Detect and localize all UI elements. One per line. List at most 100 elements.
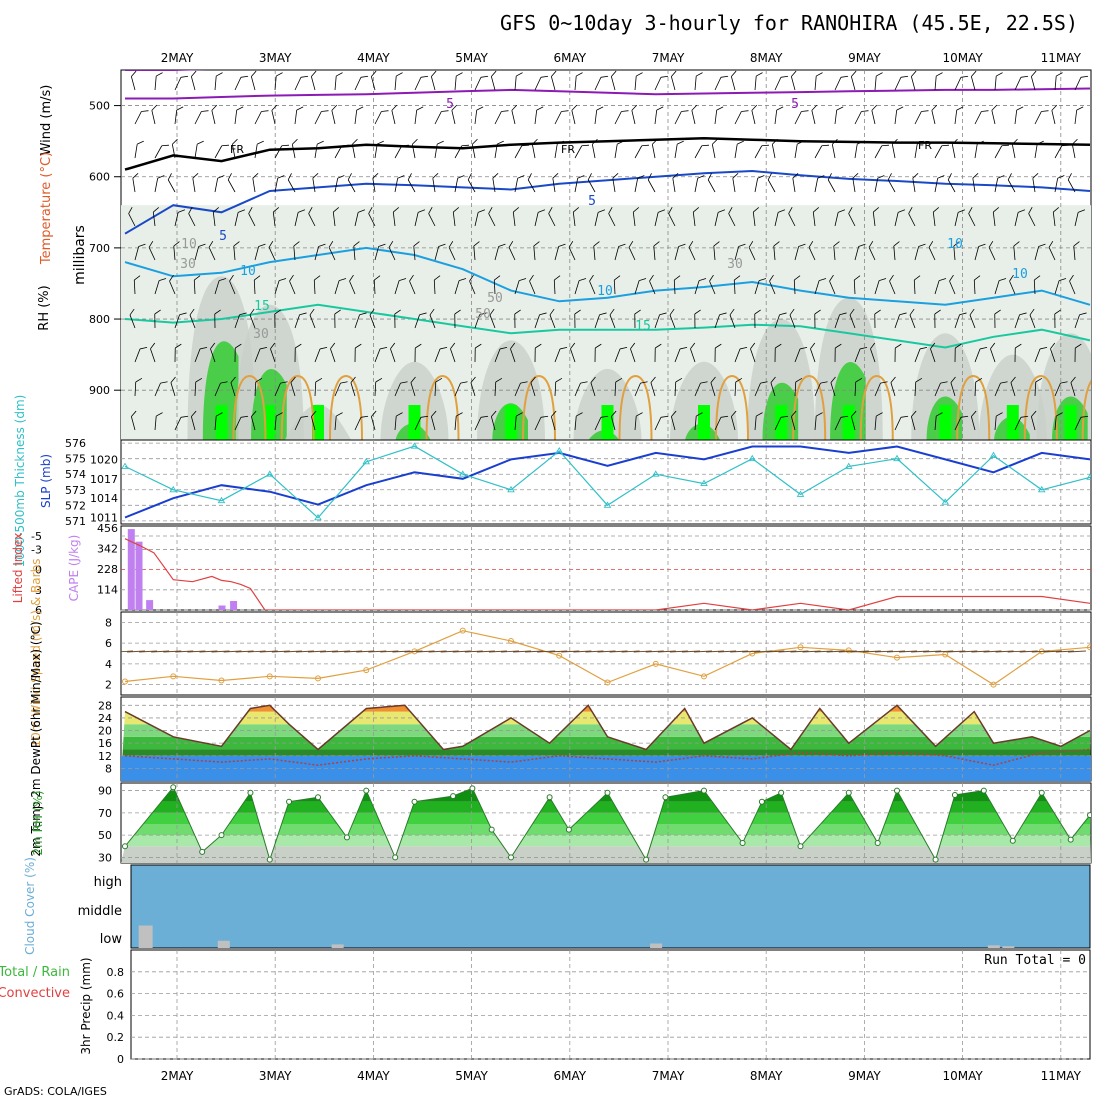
wind-barb-flag bbox=[188, 207, 193, 214]
wind-barb-flag bbox=[533, 241, 540, 247]
wind-barb-shaft bbox=[954, 314, 960, 329]
wind-barb bbox=[992, 207, 1000, 227]
wind-barb-flag bbox=[300, 75, 309, 78]
wind-barb-flag bbox=[617, 140, 624, 145]
wind-barb-flag bbox=[1078, 209, 1086, 213]
wind-barb bbox=[694, 72, 703, 91]
wind-barb-shaft bbox=[771, 144, 776, 159]
wind-barb-flag bbox=[340, 381, 348, 384]
wind-barb-shaft bbox=[1050, 348, 1056, 363]
wind-barb-shaft bbox=[1014, 77, 1022, 91]
wind-barb-flag bbox=[876, 412, 883, 417]
wind-barb bbox=[473, 241, 480, 261]
wind-barb-flag bbox=[990, 342, 996, 350]
thickness-marker bbox=[265, 470, 274, 477]
contour-label: 15 bbox=[635, 319, 651, 334]
wind-barb-shaft bbox=[672, 178, 676, 193]
wind-barb-shaft bbox=[394, 178, 399, 193]
wind-barb-shaft bbox=[370, 76, 376, 91]
li-tick-label: 0 bbox=[35, 564, 42, 577]
wind-barb bbox=[489, 308, 496, 329]
rh-marker bbox=[758, 798, 765, 805]
wind-barb bbox=[553, 275, 561, 295]
wind-barb-shaft bbox=[274, 145, 283, 159]
low-cloud-bar bbox=[650, 943, 663, 948]
wind-barb-flag bbox=[748, 240, 754, 248]
wind-barb-shaft bbox=[974, 144, 978, 159]
wind-barb-shaft bbox=[334, 76, 337, 91]
wind-barb-flag bbox=[1039, 346, 1048, 350]
surface-wind-barb bbox=[151, 650, 170, 653]
wind-barb bbox=[871, 104, 878, 125]
wind-tick-label: 2 bbox=[105, 679, 112, 692]
rh-moist-zone bbox=[202, 341, 239, 440]
wind-barb bbox=[527, 173, 536, 193]
wind-barb-flag bbox=[835, 343, 842, 349]
wind-barb-shaft bbox=[748, 247, 756, 261]
wind-barb bbox=[254, 346, 268, 363]
wind-barb-shaft bbox=[714, 314, 720, 329]
wind-barb bbox=[750, 342, 756, 363]
wind-barb-shaft bbox=[751, 110, 756, 125]
rh-saturated-zone bbox=[601, 405, 614, 440]
wind-barb-shaft bbox=[614, 111, 622, 125]
wind-barb bbox=[990, 342, 996, 363]
temp-tick-label: 28 bbox=[98, 699, 112, 712]
wind-barb bbox=[754, 309, 761, 329]
wind-barb bbox=[150, 342, 156, 363]
wind-barb-flag bbox=[336, 72, 343, 77]
wind-barb-shaft bbox=[474, 417, 482, 431]
wind-barb-flag bbox=[134, 275, 141, 281]
wind-barb-shaft bbox=[488, 213, 496, 227]
wind-barb-flag bbox=[852, 172, 859, 179]
wind-barb-shaft bbox=[774, 77, 782, 91]
wind-barb-flag bbox=[309, 308, 315, 316]
wind-barb bbox=[572, 207, 580, 227]
wind-barb-flag bbox=[391, 104, 398, 111]
wind-barb bbox=[614, 110, 629, 125]
wind-barb bbox=[394, 412, 403, 431]
wind-barb bbox=[1054, 381, 1068, 397]
li-tick-label: -3 bbox=[31, 543, 42, 556]
wind-barb-shaft bbox=[790, 416, 796, 431]
rh-marker bbox=[778, 789, 785, 796]
wind-barb-shaft bbox=[654, 77, 662, 91]
wind-barb bbox=[372, 172, 379, 193]
wind-barb-shaft bbox=[347, 179, 356, 193]
wind-barb-shaft bbox=[574, 382, 581, 397]
wind-barb bbox=[189, 308, 196, 329]
wind-barb-flag bbox=[912, 172, 919, 179]
wind-barb bbox=[954, 312, 967, 329]
wind-barb-flag bbox=[407, 173, 412, 180]
wind-speed-marker bbox=[990, 681, 997, 688]
wind-barb bbox=[793, 275, 801, 295]
wind-barb-shaft bbox=[854, 144, 858, 159]
wind-barb-flag bbox=[412, 138, 418, 145]
rh-saturated-zone bbox=[698, 405, 710, 440]
wind-barb bbox=[334, 278, 347, 295]
wind-barb-shaft bbox=[154, 280, 160, 295]
wind-barb-flag bbox=[453, 207, 460, 213]
surface-wind-barb bbox=[380, 650, 399, 653]
wind-barb-flag bbox=[1035, 377, 1043, 383]
wind-barb-flag bbox=[960, 75, 969, 78]
wind-barb-flag bbox=[741, 110, 749, 112]
wind-barb-flag bbox=[621, 110, 629, 112]
wind-barb bbox=[850, 410, 857, 431]
wind-tick-label: 6 bbox=[105, 637, 112, 650]
wind-barb-flag bbox=[1050, 342, 1056, 350]
wind-barb-shaft bbox=[1010, 382, 1016, 397]
surface-wind-barb bbox=[127, 650, 146, 653]
surface-wind-barb bbox=[742, 650, 761, 653]
wind-barb-flag bbox=[349, 274, 354, 282]
wind-barb bbox=[614, 243, 626, 261]
wind-barb bbox=[467, 173, 476, 193]
wind-barb bbox=[954, 75, 969, 91]
contour-label: 10 bbox=[240, 264, 256, 279]
wind-barb-flag bbox=[311, 410, 317, 417]
wind-barb bbox=[214, 381, 228, 397]
wind-barb-flag bbox=[614, 275, 621, 281]
wind-barb bbox=[173, 241, 180, 261]
wind-barb-flag bbox=[615, 377, 623, 383]
low-cloud-bar bbox=[138, 925, 153, 948]
